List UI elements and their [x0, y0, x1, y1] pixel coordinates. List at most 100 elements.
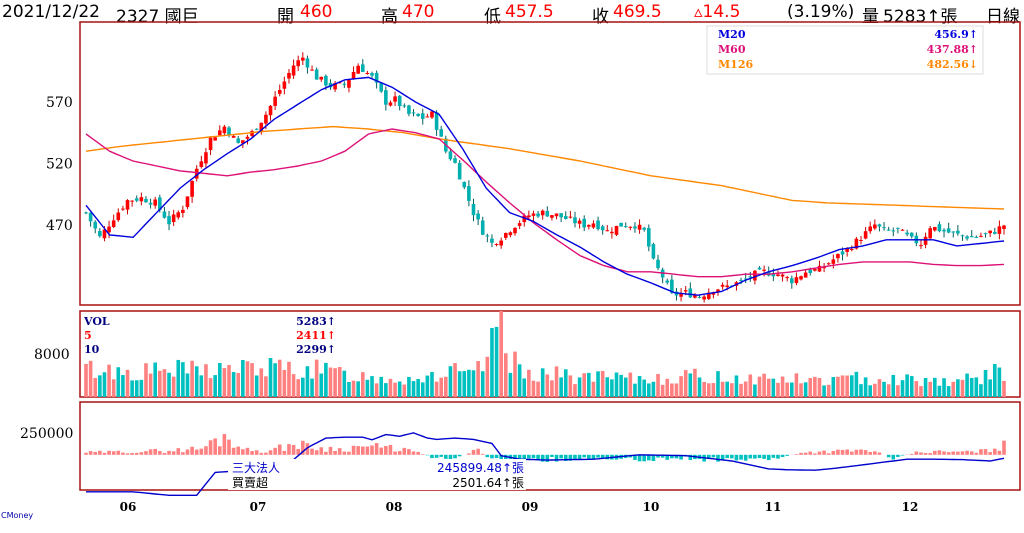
volume-bar	[93, 377, 98, 397]
volume-bar	[813, 376, 817, 397]
inst-bar	[914, 451, 919, 455]
inst-bar	[250, 451, 254, 455]
inst-bar	[559, 454, 563, 459]
inst-bar	[134, 452, 139, 455]
candle-body	[407, 105, 411, 114]
candle-body	[582, 218, 587, 228]
candle-body	[706, 292, 711, 299]
volume-bar	[642, 379, 646, 397]
candle-body	[287, 72, 291, 79]
inst-bar	[448, 454, 453, 460]
volume-bar	[840, 375, 845, 397]
inst-bar	[545, 454, 550, 462]
vol-legend-value-vol: 5283↑	[296, 315, 336, 328]
candle-body	[776, 274, 780, 277]
candle-body	[402, 105, 407, 107]
inst-bar	[439, 454, 444, 457]
volume-bar	[734, 375, 739, 397]
candle-body	[614, 225, 619, 235]
volume-bar	[444, 376, 448, 397]
inst-bar	[130, 452, 134, 455]
candle-body	[158, 197, 162, 210]
inst-bar	[716, 454, 720, 462]
inst-bar	[296, 449, 301, 455]
volume-bar	[886, 384, 891, 397]
volume-bar	[204, 364, 208, 397]
candle-body	[813, 268, 817, 271]
candle-body	[93, 221, 98, 229]
inst-bar	[679, 454, 683, 460]
volume-bar	[158, 370, 162, 397]
panel-frame-1	[79, 21, 1021, 306]
volume-bar	[291, 374, 296, 397]
volume-bar	[513, 351, 517, 397]
candle-body	[416, 113, 420, 116]
candle-body	[739, 279, 743, 281]
inst-bar	[854, 449, 859, 455]
inst-bar	[822, 450, 826, 455]
inst-bar	[536, 454, 540, 460]
inst-bar	[485, 454, 490, 458]
volume-bar	[116, 367, 121, 397]
candle-body	[116, 212, 121, 221]
candle-body	[107, 226, 111, 233]
candle-body	[900, 229, 905, 231]
volume-bar	[153, 362, 157, 397]
volume-bar	[633, 383, 637, 397]
volume-bar	[1002, 380, 1006, 397]
candle-body	[979, 235, 983, 237]
x-tick-08: 08	[386, 500, 403, 514]
volume-bar	[121, 375, 125, 397]
volume-tick-8000: 8000	[34, 347, 70, 363]
candle-body	[619, 222, 623, 227]
inst-bar	[933, 450, 937, 455]
volume-bar	[605, 377, 610, 397]
volume-bar	[314, 359, 319, 397]
volume-bar	[928, 381, 932, 397]
inst-bar	[665, 454, 670, 460]
candle-body	[393, 96, 397, 102]
volume-bar	[485, 356, 490, 397]
volume-bar	[536, 381, 540, 397]
inst-bar	[863, 450, 868, 455]
candle-body	[785, 277, 789, 279]
inst-bar	[600, 454, 605, 459]
volume-bar	[448, 366, 453, 397]
change-value: ▵14.5	[694, 2, 741, 22]
candle-body	[282, 81, 287, 89]
volume-bar	[176, 359, 181, 397]
x-tick-12: 12	[902, 500, 919, 514]
candle-body	[909, 232, 914, 237]
ma-legend-value-m20: 456.9↑	[934, 28, 978, 41]
volume-bar	[554, 366, 559, 397]
volume-bar	[623, 377, 628, 397]
inst-bar	[144, 451, 148, 455]
volume-bar	[660, 384, 665, 397]
inst-bar	[656, 454, 660, 458]
cmoney-watermark: CMoney	[1, 511, 33, 520]
candle-body	[863, 231, 868, 239]
candle-body	[540, 210, 545, 216]
volume-bar	[217, 363, 222, 397]
inst-bar	[720, 454, 725, 460]
ma-legend-m126: M126	[718, 58, 753, 71]
inst-bar	[190, 446, 194, 455]
candle-body	[794, 277, 799, 284]
inst-legend-net: 買賣超	[232, 475, 268, 490]
candle-body	[665, 280, 670, 283]
inst-bar	[324, 451, 328, 455]
inst-bar	[937, 450, 942, 455]
candle-body	[882, 227, 886, 229]
candle-body	[536, 213, 540, 217]
volume-bar	[610, 379, 614, 397]
volume-bar	[194, 366, 199, 397]
inst-bar	[531, 454, 536, 459]
inst-bar	[992, 448, 997, 455]
volume-bar	[388, 378, 393, 397]
volume-bar	[988, 379, 992, 397]
candle-body	[462, 181, 467, 188]
inst-bar	[969, 451, 974, 455]
candle-body	[919, 245, 923, 247]
candle-body	[573, 217, 577, 224]
